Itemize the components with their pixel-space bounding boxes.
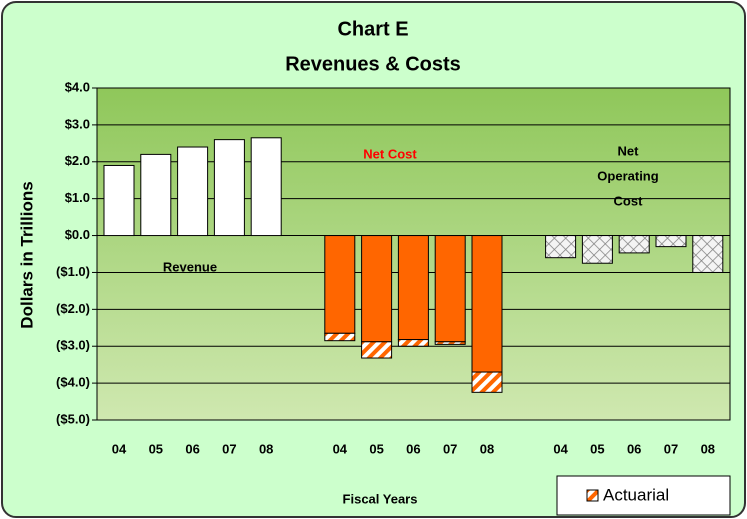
bar [581, 235, 613, 264]
bar [250, 137, 282, 237]
bar [692, 235, 724, 273]
x-tick-label: 05 [369, 441, 383, 456]
bar [471, 371, 503, 393]
y-tick-label: $1.0 [65, 190, 90, 205]
bar [361, 235, 393, 343]
x-tick-label: 06 [185, 441, 199, 456]
chart-title: Chart E [337, 18, 408, 40]
bar [655, 235, 687, 248]
bar [213, 139, 245, 237]
x-tick-label: 06 [627, 441, 641, 456]
y-tick-label: $3.0 [65, 116, 90, 131]
y-axis-label: Dollars in Trillions [17, 181, 36, 328]
x-tick-label: 08 [259, 441, 273, 456]
legend-label: Actuarial [603, 485, 669, 504]
group-label: Operating [597, 168, 658, 183]
x-tick-label: 04 [553, 441, 568, 456]
bar [471, 235, 503, 373]
x-tick-label: 07 [222, 441, 236, 456]
bar [177, 146, 209, 237]
chart-subtitle: Revenues & Costs [285, 53, 461, 75]
bar [397, 235, 429, 341]
group-label: Cost [614, 193, 644, 208]
bar [324, 235, 356, 334]
bar [434, 235, 466, 343]
x-tick-label: 07 [664, 441, 678, 456]
y-tick-label: ($2.0) [56, 301, 90, 316]
x-tick-label: 07 [443, 441, 457, 456]
marks: $4.0 $3.0 $2.0 $1.0 $0.0 ($1.0) ($2.0) ($3.0) ($… [56, 79, 731, 516]
bar [434, 341, 466, 345]
x-tick-label: 08 [480, 441, 494, 456]
bar [361, 341, 393, 359]
bar [140, 153, 172, 237]
group-label: Revenue [163, 259, 217, 274]
y-tick-label: ($4.0) [56, 375, 90, 390]
bar [103, 164, 135, 237]
group-label: Net [618, 143, 640, 158]
y-tick-label: $4.0 [65, 79, 90, 94]
y-tick-label: $2.0 [65, 153, 90, 168]
x-axis-label: Fiscal Years [343, 491, 418, 506]
bar [618, 235, 650, 254]
group-label: Net Cost [363, 146, 417, 161]
y-tick-label: $0.0 [65, 227, 90, 242]
x-tick-label: 05 [149, 441, 163, 456]
x-tick-label: 05 [590, 441, 604, 456]
plot-border [96, 87, 731, 421]
x-tick-label: 06 [406, 441, 420, 456]
legend-swatch [586, 489, 599, 502]
y-tick-label: ($1.0) [56, 264, 90, 279]
x-tick-label: 04 [333, 441, 348, 456]
x-tick-label: 08 [701, 441, 715, 456]
bar [397, 339, 429, 347]
y-tick-label: ($5.0) [56, 411, 90, 426]
bar [545, 235, 577, 259]
legend-box [556, 475, 731, 516]
x-tick-label: 04 [112, 441, 127, 456]
y-tick-label: ($3.0) [56, 338, 90, 353]
bar [324, 332, 356, 342]
